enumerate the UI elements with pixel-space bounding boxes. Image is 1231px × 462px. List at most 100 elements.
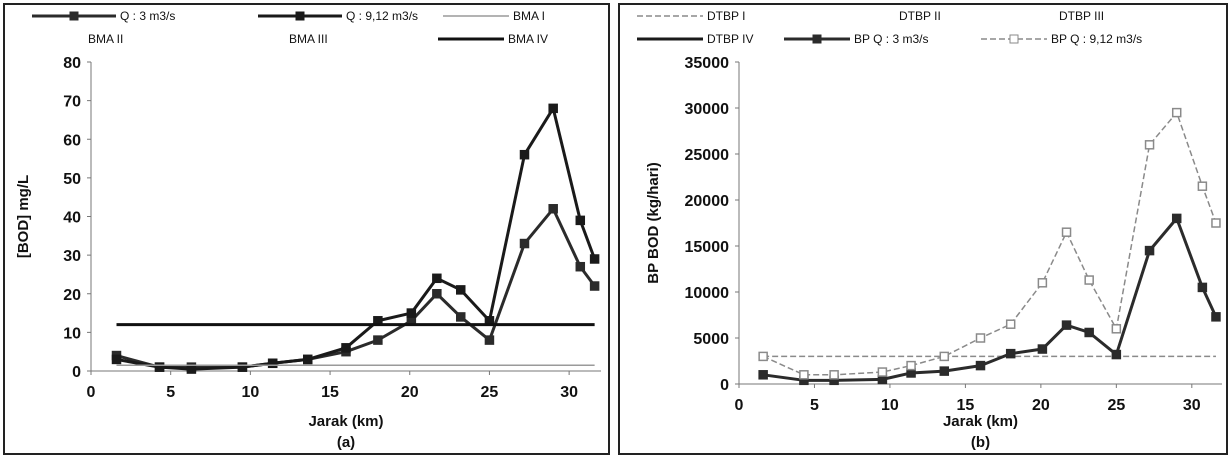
series-line [116, 207, 596, 369]
data-point [1084, 327, 1094, 338]
y-tick-label: 40 [63, 210, 81, 227]
data-point [548, 204, 558, 214]
data-point [303, 354, 313, 365]
legend-label: BMA IV [508, 32, 548, 46]
data-point [1005, 319, 1016, 329]
x-tick-label: 0 [735, 397, 744, 414]
y-tick-label: 10 [63, 325, 81, 342]
x-tick-label: 30 [560, 384, 578, 401]
y-tick-label: 30000 [685, 101, 730, 118]
y-tick-label: 20000 [685, 193, 730, 210]
data-point [484, 335, 495, 345]
x-axis-title: Jarak (km) [943, 413, 1018, 430]
legend-label: DTBP III [1059, 9, 1104, 23]
x-tick-label: 10 [241, 384, 259, 401]
series-1 [111, 204, 600, 372]
x-axis-title: Jarak (km) [308, 413, 383, 430]
y-tick-label: 30 [63, 248, 81, 265]
data-point [111, 354, 122, 365]
data-point [237, 362, 248, 372]
y-tick-label: 20 [63, 287, 81, 304]
legend-label: BP Q : 3 m3/s [854, 32, 928, 46]
legend-label: DTBP IV [707, 32, 753, 46]
y-axis-title: [BOD] mg/L [15, 175, 32, 258]
data-point [432, 273, 442, 284]
data-point [939, 366, 950, 376]
x-tick-label: 10 [881, 397, 899, 414]
y-tick-label: 70 [63, 94, 81, 111]
legend-marker [812, 34, 822, 44]
data-point [1171, 107, 1182, 118]
data-point [975, 333, 986, 343]
x-tick-label: 5 [166, 384, 175, 401]
data-point [575, 261, 586, 272]
series-2 [111, 103, 600, 374]
legend: DTBP I DTBP II DTBP III DTBP IV BP Q : 3 m3/… [637, 9, 1142, 46]
x-tick-label: 15 [957, 397, 975, 414]
legend-label: BP Q : 9,12 m3/s [1051, 32, 1142, 46]
panel-border [618, 3, 1228, 455]
x-tick-label: 20 [1032, 397, 1050, 414]
x-tick-label: 15 [321, 384, 339, 401]
data-point [1144, 245, 1155, 256]
y-tick-label: 60 [63, 132, 81, 149]
y-tick-label: 0 [720, 377, 729, 394]
data-point [432, 289, 442, 299]
panel-border [3, 3, 610, 455]
x-tick-label: 0 [87, 384, 96, 401]
data-point [186, 364, 197, 374]
data-point [877, 367, 888, 377]
legend-label: Q : 3 m3/s [120, 9, 175, 23]
data-point [589, 254, 600, 264]
data-point [1111, 349, 1122, 360]
series-5 [758, 213, 1221, 386]
legend-label: DTBP I [707, 9, 745, 23]
x-tick-label: 25 [481, 384, 499, 401]
x-tick-label: 20 [401, 384, 419, 401]
series-line [762, 111, 1217, 376]
data-point [1061, 227, 1072, 237]
panel-label: (a) [337, 434, 355, 451]
x-tick-label: 30 [1183, 397, 1201, 414]
data-point [589, 281, 600, 291]
series-6 [758, 107, 1221, 380]
y-tick-label: 50 [63, 171, 81, 188]
data-point [1005, 348, 1016, 359]
data-point [1037, 278, 1048, 288]
data-point [1061, 320, 1072, 330]
legend-label: DTBP II [899, 9, 941, 23]
data-point [341, 343, 351, 353]
y-tick-label: 35000 [685, 55, 730, 72]
data-point [799, 370, 809, 380]
series-line [762, 216, 1218, 382]
y-tick-label: 15000 [685, 239, 730, 256]
legend-label: BMA II [88, 32, 123, 46]
data-point [1211, 312, 1221, 322]
data-point [1197, 282, 1208, 293]
legend-label: BMA I [513, 9, 545, 23]
data-point [267, 358, 278, 369]
x-tick-label: 5 [810, 397, 819, 414]
y-tick-label: 80 [63, 55, 81, 72]
data-point [1171, 213, 1182, 224]
y-axis-title: BP BOD (kg/hari) [645, 162, 662, 283]
series-line [116, 106, 597, 371]
data-point [519, 149, 530, 160]
data-point [575, 215, 586, 226]
data-point [975, 360, 986, 371]
legend-label: Q : 9,12 m3/s [346, 9, 418, 23]
data-point [1144, 140, 1155, 150]
data-point [1037, 344, 1048, 354]
data-point [1197, 181, 1208, 191]
data-point [1084, 275, 1094, 285]
legend-label: BMA III [289, 32, 328, 46]
data-point [939, 351, 950, 362]
data-point [758, 370, 768, 380]
data-point [406, 308, 417, 318]
chart-panel-2: 0 5000 10000 15000 20000 25000 30000 35000 0 5 10 1… [618, 3, 1228, 455]
y-tick-label: 5000 [693, 331, 729, 348]
y-tick-label: 25000 [685, 147, 730, 164]
data-point [519, 238, 530, 249]
data-point [456, 285, 466, 295]
